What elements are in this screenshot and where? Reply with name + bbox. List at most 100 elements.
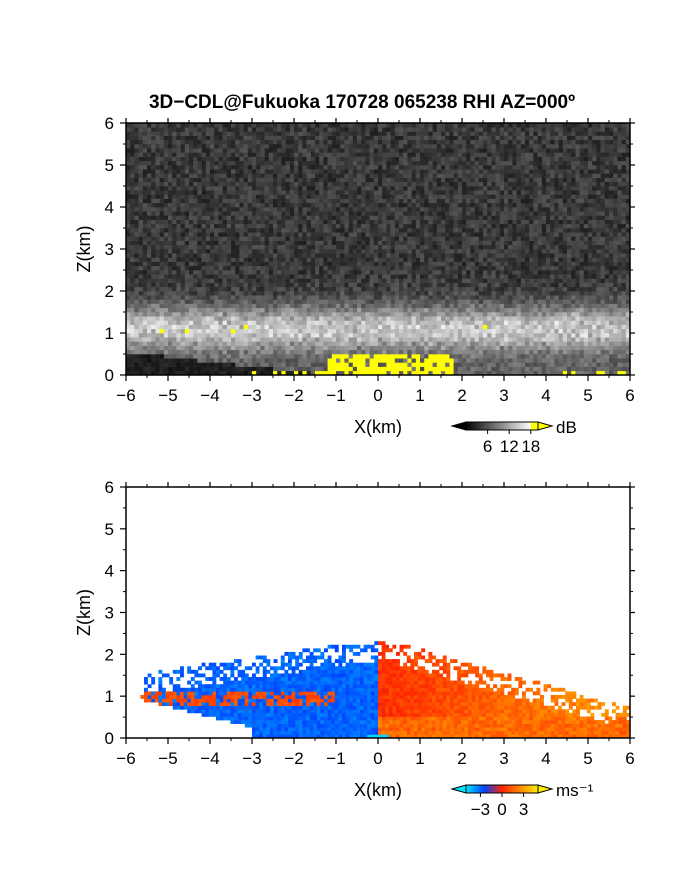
colorbar-segment bbox=[514, 785, 517, 793]
x-tick-label: 3 bbox=[499, 386, 508, 405]
y-tick-label: 0 bbox=[105, 729, 114, 748]
colorbar-tick-label: 12 bbox=[500, 437, 519, 456]
colorbar-segment bbox=[473, 422, 476, 430]
colorbar-unit: ms⁻¹ bbox=[556, 781, 594, 800]
colorbar-segment bbox=[529, 422, 532, 430]
colorbar-segment bbox=[478, 785, 481, 793]
velocity-field bbox=[140, 641, 631, 739]
colorbar-segment bbox=[534, 422, 537, 430]
colorbar-tick-label: 6 bbox=[483, 437, 492, 456]
colorbar-segment bbox=[502, 785, 505, 793]
colorbar-segment bbox=[500, 785, 503, 793]
colorbar-segment bbox=[466, 785, 469, 793]
y-tick-label: 3 bbox=[105, 240, 114, 259]
colorbar-segment bbox=[496, 422, 499, 430]
colorbar-segment bbox=[491, 422, 494, 430]
colorbar-tick-label: 3 bbox=[519, 800, 528, 819]
colorbar-segment bbox=[505, 422, 508, 430]
colorbar-segment bbox=[502, 422, 505, 430]
colorbar-segment bbox=[485, 422, 488, 430]
x-tick-label: −5 bbox=[158, 749, 177, 768]
x-tick-label: 5 bbox=[583, 749, 592, 768]
colorbar-segment bbox=[489, 422, 492, 430]
reflectivity-axes: −6 −5 −4 −3 −2 −1 0 1 2 3 4 5 6 0 1 2 3 4 5 6 X(km) Z(km) bbox=[74, 114, 635, 437]
colorbar-segment bbox=[523, 785, 526, 793]
colorbar-segment bbox=[471, 785, 474, 793]
x-axis-label: X(km) bbox=[354, 417, 402, 437]
colorbar-segment bbox=[484, 785, 487, 793]
x-tick-label: 4 bbox=[541, 749, 550, 768]
colorbar-segment bbox=[473, 785, 476, 793]
x-tick-label: −1 bbox=[326, 749, 345, 768]
y-tick-label: 4 bbox=[105, 562, 114, 581]
reflectivity-field bbox=[126, 123, 631, 376]
colorbar-segment bbox=[532, 422, 535, 430]
x-tick-label: −2 bbox=[284, 749, 303, 768]
velocity-colorbar: −3 0 3 ms⁻¹ bbox=[450, 781, 594, 819]
colorbar-segment bbox=[467, 422, 470, 430]
y-axis-label: Z(km) bbox=[74, 226, 94, 273]
colorbar-unit: dB bbox=[556, 418, 577, 437]
colorbar-segment bbox=[469, 422, 472, 430]
y-tick-label: 2 bbox=[105, 282, 114, 301]
colorbar-segment bbox=[482, 422, 485, 430]
colorbar-segment bbox=[480, 422, 483, 430]
colorbar-min-arrow bbox=[450, 784, 467, 794]
colorbar-frame bbox=[465, 421, 539, 431]
colorbar-segment bbox=[491, 785, 494, 793]
x-tick-label: 2 bbox=[457, 386, 466, 405]
x-tick-label: 3 bbox=[499, 749, 508, 768]
colorbar-segment bbox=[487, 422, 490, 430]
colorbar-tick-label: 0 bbox=[497, 800, 506, 819]
y-tick-label: 6 bbox=[105, 478, 114, 497]
colorbar-segment bbox=[476, 785, 479, 793]
x-tick-label: −2 bbox=[284, 386, 303, 405]
colorbar-segment bbox=[529, 785, 532, 793]
colorbar-segment bbox=[521, 785, 524, 793]
y-tick-label: 3 bbox=[105, 604, 114, 623]
y-tick-label: 1 bbox=[105, 687, 114, 706]
x-tick-label: 1 bbox=[415, 749, 424, 768]
x-tick-label: −4 bbox=[200, 386, 219, 405]
colorbar-segment bbox=[514, 422, 517, 430]
colorbar-max-arrow bbox=[537, 784, 554, 794]
colorbar-segment bbox=[516, 422, 519, 430]
colorbar-segment bbox=[520, 785, 523, 793]
colorbar-segment bbox=[534, 785, 537, 793]
colorbar-segment bbox=[482, 785, 485, 793]
x-tick-label: 0 bbox=[373, 386, 382, 405]
colorbar-segment bbox=[527, 422, 530, 430]
colorbar-segment bbox=[500, 422, 503, 430]
x-tick-label: −6 bbox=[116, 749, 135, 768]
chart-title: 3D−CDL@Fukuoka 170728 065238 RHI AZ=000º bbox=[149, 92, 575, 113]
colorbar-segment bbox=[498, 422, 501, 430]
x-tick-label: 4 bbox=[541, 386, 550, 405]
x-axis-label: X(km) bbox=[354, 780, 402, 800]
colorbar-segment bbox=[489, 785, 492, 793]
colorbar-segment bbox=[532, 785, 535, 793]
colorbar-segment bbox=[527, 785, 530, 793]
colorbar-tick-label: 18 bbox=[521, 437, 540, 456]
colorbar-segment bbox=[520, 422, 523, 430]
colorbar-segment bbox=[493, 785, 496, 793]
y-tick-label: 4 bbox=[105, 198, 114, 217]
colorbar-segment bbox=[494, 785, 497, 793]
y-axis-label: Z(km) bbox=[74, 589, 94, 636]
colorbar-segment bbox=[487, 785, 490, 793]
colorbar-segment bbox=[496, 785, 499, 793]
colorbar-segment bbox=[536, 422, 539, 430]
colorbar-segment bbox=[509, 422, 512, 430]
colorbar-segment bbox=[467, 785, 470, 793]
colorbar-segment bbox=[518, 422, 521, 430]
colorbar-segment bbox=[516, 785, 519, 793]
colorbar-segment bbox=[518, 785, 521, 793]
colorbar-segment bbox=[509, 785, 512, 793]
colorbar-segment bbox=[512, 422, 515, 430]
colorbar-segment bbox=[484, 422, 487, 430]
colorbar-segment bbox=[471, 422, 474, 430]
colorbar-max-arrow bbox=[537, 421, 554, 431]
colorbar-segment bbox=[493, 422, 496, 430]
velocity-panel: −6 −5 −4 −3 −2 −1 0 1 2 3 4 5 6 0 1 2 3 4 5 6 X(km) Z(km) −3 0… bbox=[74, 478, 635, 819]
y-tick-label: 5 bbox=[105, 520, 114, 539]
colorbar-segment bbox=[503, 422, 506, 430]
